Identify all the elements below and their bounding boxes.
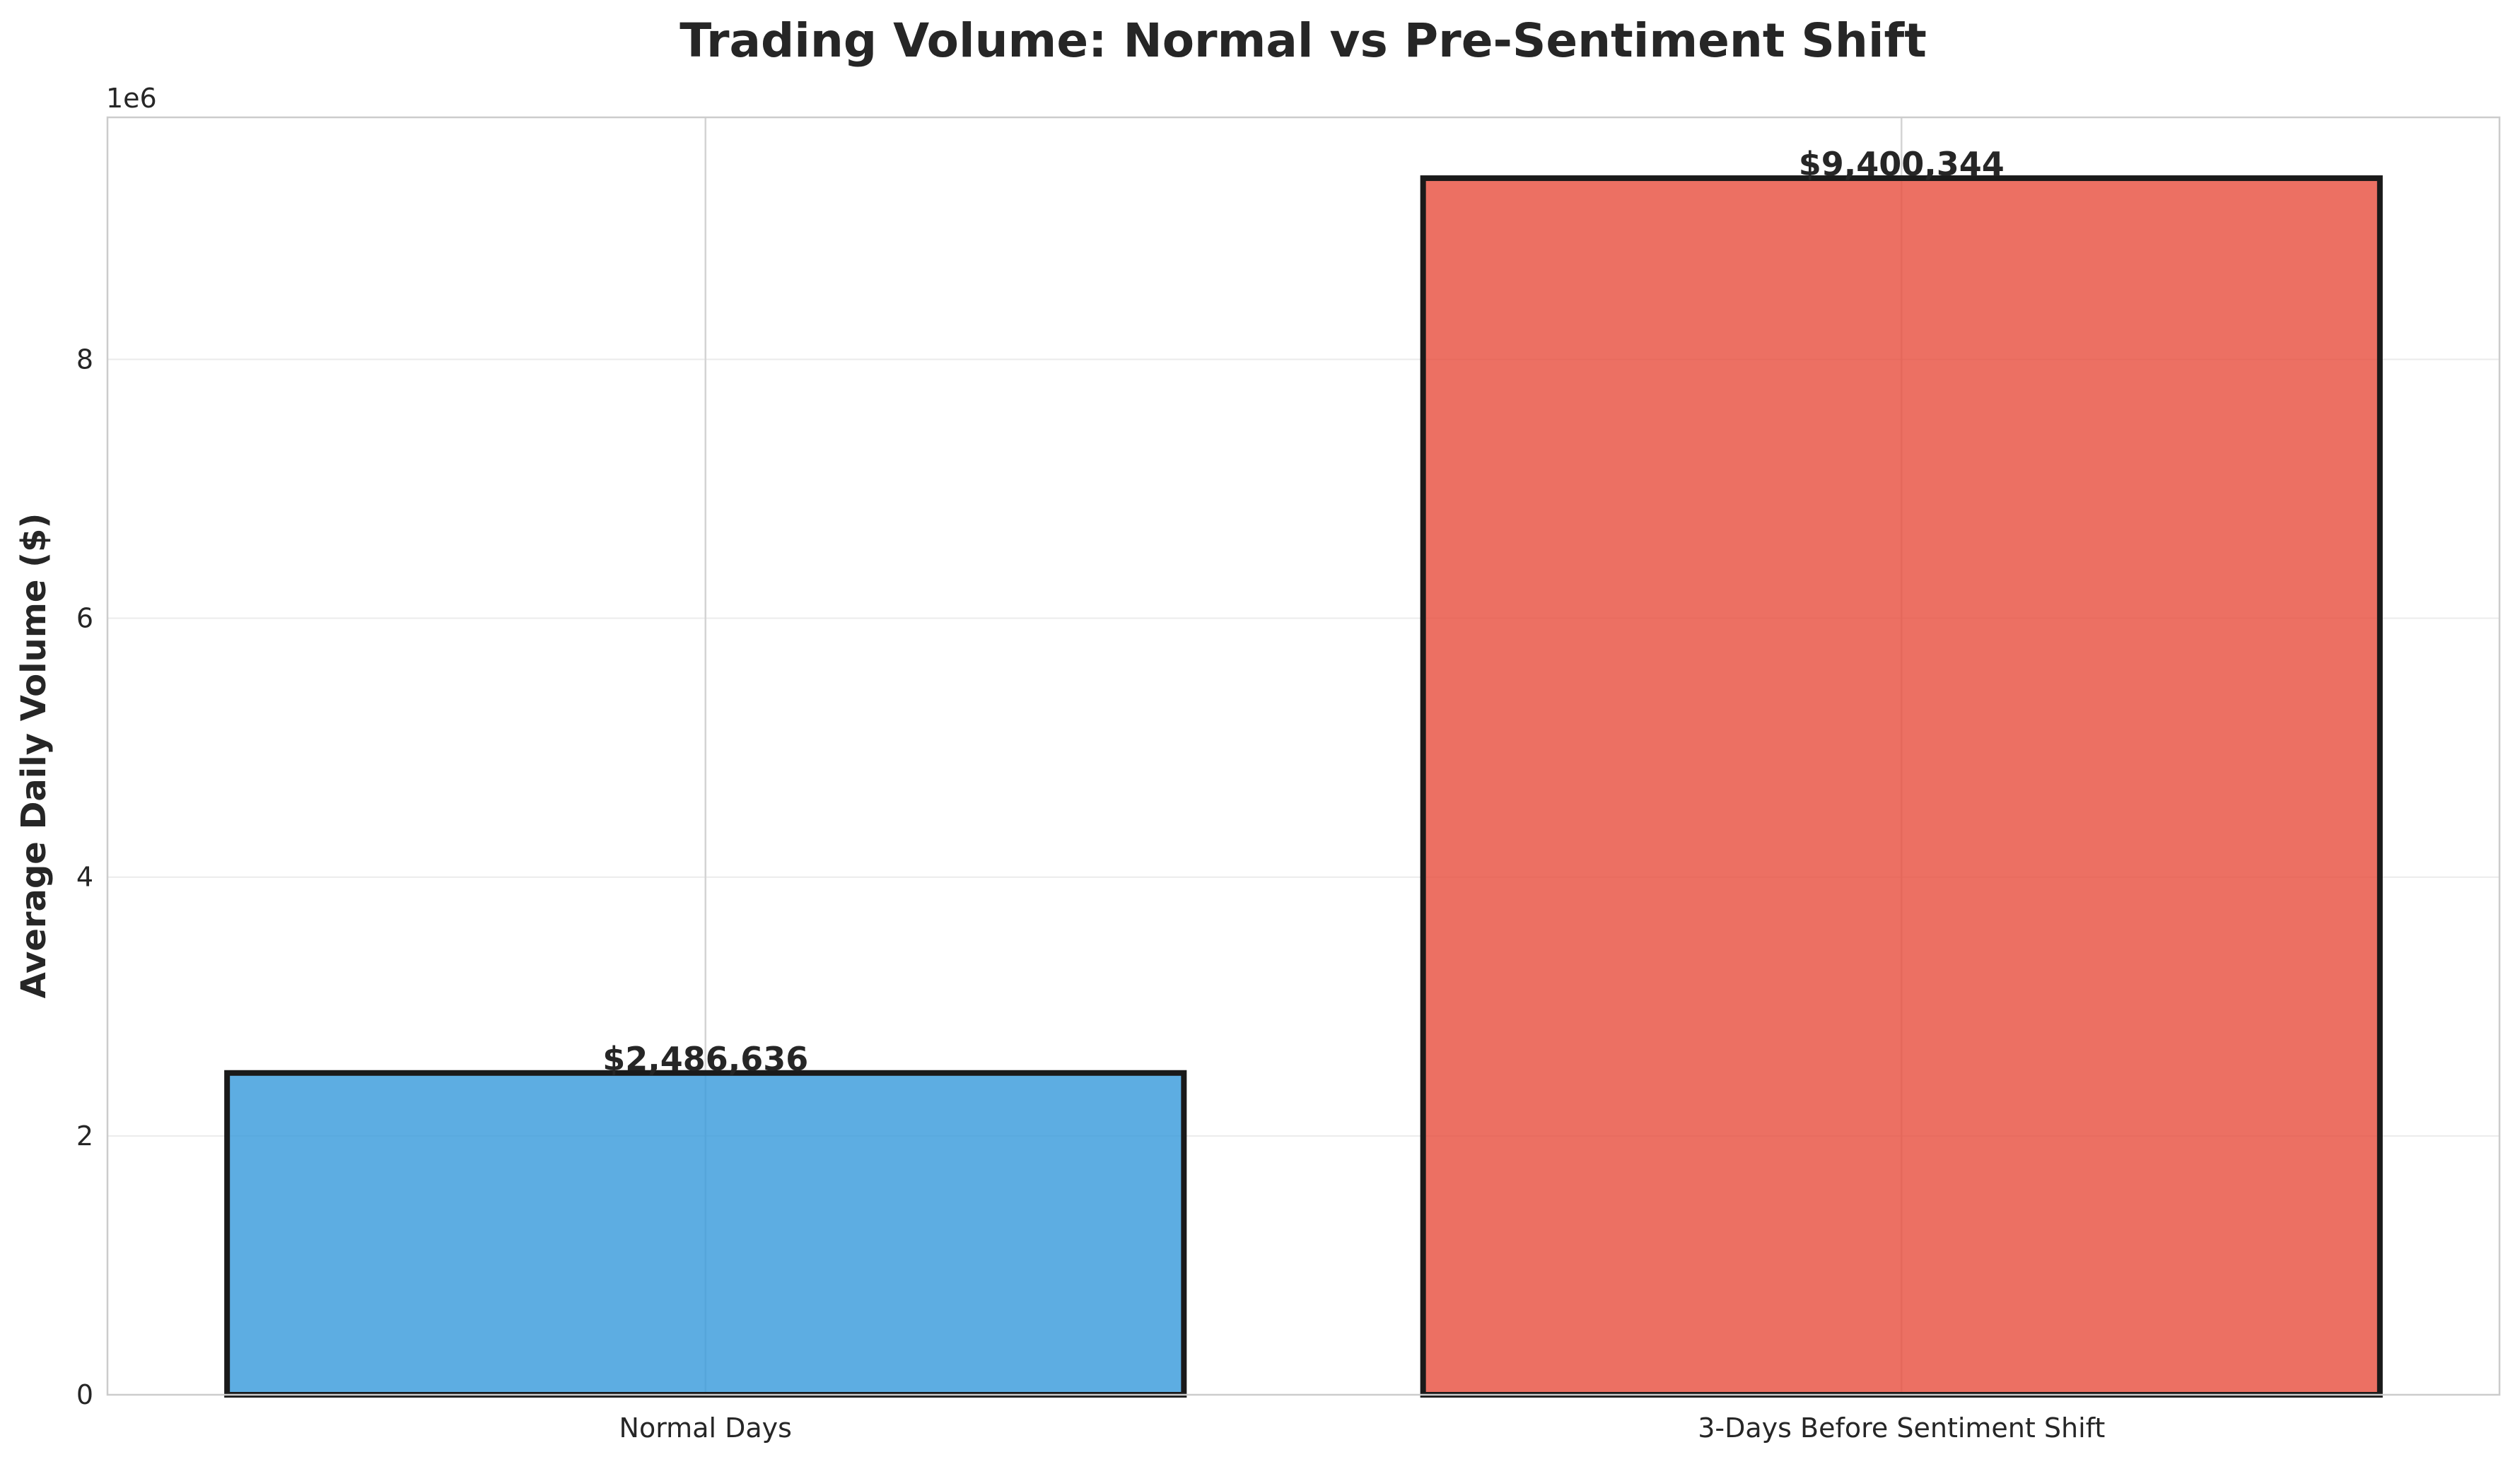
y-tick-label: 6 <box>76 603 93 634</box>
x-axis-ticks: Normal Days 3-Days Before Sentiment Shift <box>619 1412 2106 1444</box>
y-tick-label: 0 <box>76 1379 93 1410</box>
y-tick-label: 8 <box>76 344 93 375</box>
y-axis-offset-label: 1e6 <box>106 83 157 114</box>
chart-title: Trading Volume: Normal vs Pre-Sentiment … <box>679 13 1927 68</box>
bar-value-label: $2,486,636 <box>602 1040 808 1078</box>
y-tick-label: 2 <box>76 1120 93 1152</box>
y-axis-ticks: 0 2 4 6 8 <box>76 344 93 1410</box>
x-tick-label: Normal Days <box>619 1412 792 1444</box>
bar <box>1420 175 2383 1398</box>
y-axis-label: Average Daily Volume ($) <box>14 513 54 999</box>
plot-frame <box>106 116 2501 1396</box>
bar-value-label: $9,400,344 <box>1799 145 2005 183</box>
y-tick-label: 4 <box>76 862 93 893</box>
bars <box>224 175 2383 1398</box>
bar <box>224 1070 1187 1398</box>
value-labels: $2,486,636 $9,400,344 <box>602 145 2005 1078</box>
x-tick-label: 3-Days Before Sentiment Shift <box>1698 1412 2105 1444</box>
